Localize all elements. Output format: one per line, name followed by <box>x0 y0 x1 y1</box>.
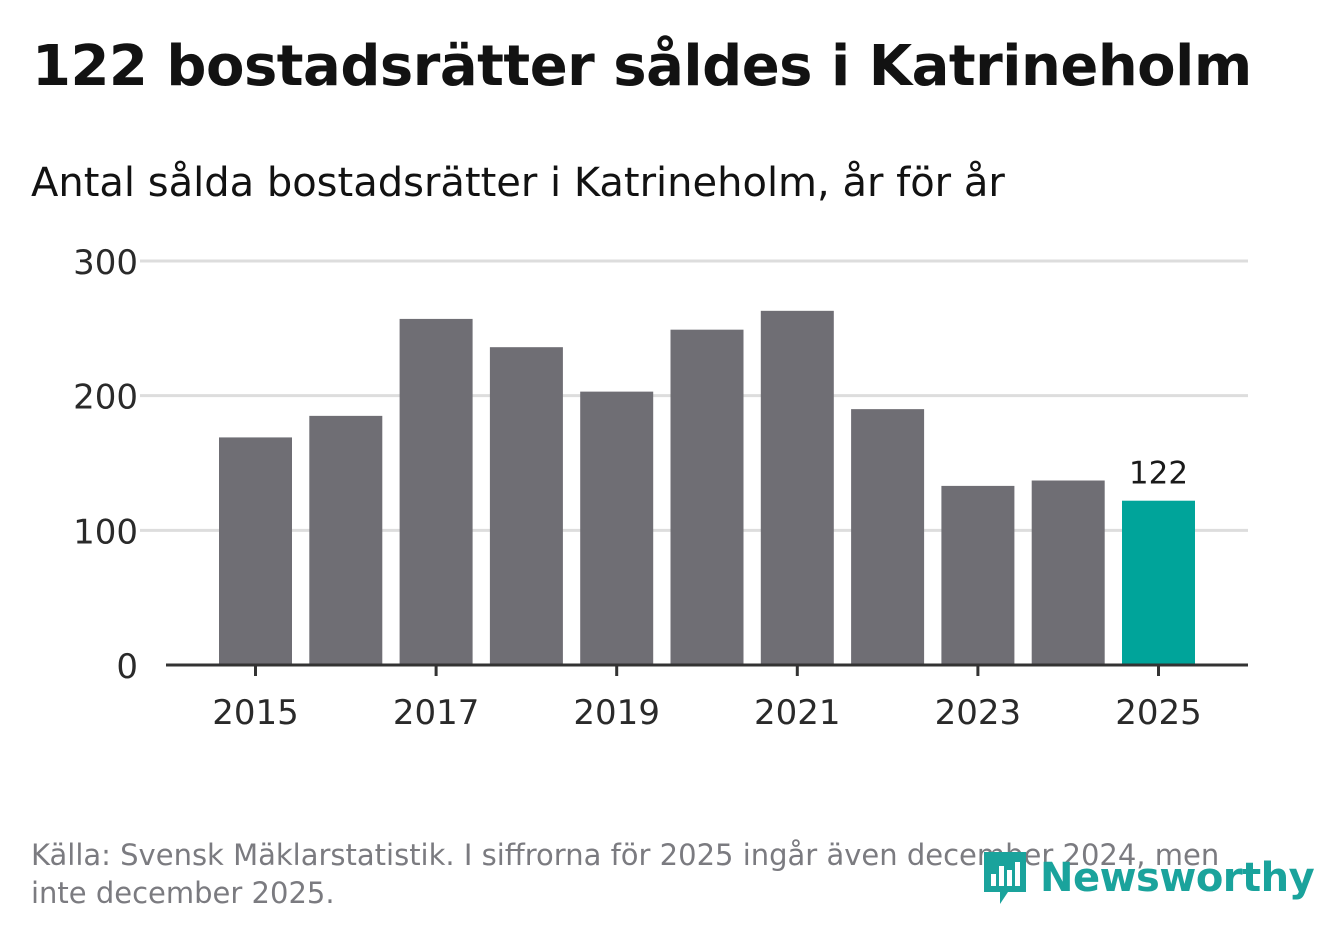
x-tick-label: 2023 <box>935 693 1022 733</box>
chart-title: 122 bostadsrätter såldes i Katrineholm <box>32 34 1252 99</box>
bar <box>309 415 383 665</box>
x-tick-label: 2017 <box>393 693 480 733</box>
bar <box>580 391 654 665</box>
x-tick-label: 2019 <box>573 693 660 733</box>
x-tick-label: 2025 <box>1115 693 1202 733</box>
bar <box>941 485 1015 665</box>
bar-chart: 0 100 200 300 122 2015 2017 2019 2021 2023 2025 <box>73 243 1248 733</box>
bar <box>399 318 473 665</box>
bar <box>219 437 292 665</box>
y-tick-label: 100 <box>73 512 138 552</box>
y-tick-label: 0 <box>116 647 138 687</box>
data-label: 122 <box>1129 456 1188 492</box>
bar <box>1122 500 1195 665</box>
bar <box>489 347 563 665</box>
bar <box>851 409 925 665</box>
bar-chart-logo-icon <box>984 852 1026 904</box>
newsworthy-logo: Newsworthy <box>980 848 1315 908</box>
bar <box>1031 480 1105 665</box>
x-tick-label: 2021 <box>754 693 841 733</box>
x-tick-label: 2015 <box>212 693 299 733</box>
y-tick-label: 300 <box>73 243 138 283</box>
logo-text: Newsworthy <box>1040 855 1315 901</box>
bar <box>760 310 834 665</box>
chart-subtitle: Antal sålda bostadsrätter i Katrineholm,… <box>31 160 1005 206</box>
bar <box>670 329 744 665</box>
y-tick-label: 200 <box>73 378 138 418</box>
